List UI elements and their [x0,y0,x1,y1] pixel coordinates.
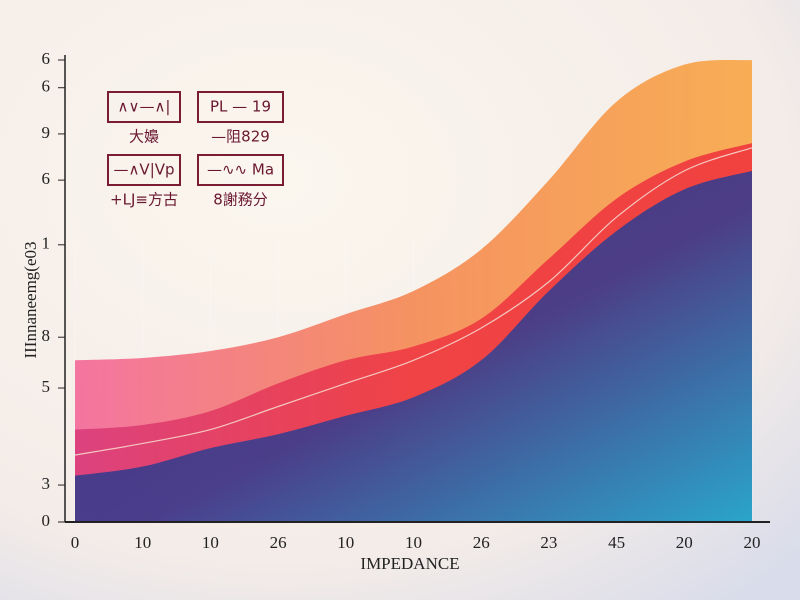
legend-box-text: —∿∿ Ma [207,161,274,179]
x-tick-label: 20 [744,533,761,552]
x-tick-label: 0 [71,533,80,552]
series-line [74,147,753,456]
legend-box [197,91,284,123]
y-tick-label: 1 [42,234,51,253]
legend-caption: 大嬝 [129,128,159,146]
x-tick-label: 26 [270,533,287,552]
legend-box [197,154,284,186]
y-tick-label: 0 [42,511,51,530]
x-tick-label: 45 [608,533,625,552]
y-tick-label: 9 [42,123,51,142]
legend-caption: +LJ≡方古 [110,191,178,209]
legend-box-text: —∧V|Vp [113,161,174,179]
x-tick-label: 10 [405,533,422,552]
y-axis-label: IIInnaneemg(e03 [21,241,40,358]
y-tick-label: 6 [42,49,51,68]
plot-area [74,59,753,522]
y-tick-label: 6 [42,169,51,188]
area [75,170,752,522]
legend-caption: 8謝務分 [213,191,268,209]
y-tick-label: 8 [42,326,51,345]
x-tick-label: 26 [473,533,490,552]
y-tick-label: 5 [42,377,51,396]
x-axis-label: IMPEDANCE [360,554,459,573]
y-tick-label: 6 [42,77,51,96]
legend-box-text: ∧∨—∧| [118,98,171,116]
x-tick-label: 10 [337,533,354,552]
x-tick-label: 10 [134,533,151,552]
legend-caption: —阻829 [211,128,270,146]
y-tick-label: 3 [42,474,51,493]
x-tick-label: 20 [676,533,693,552]
x-tick-label: 23 [540,533,557,552]
legend-box [107,91,181,123]
legend-box-text: PL — 19 [210,98,271,116]
x-tick-label: 10 [202,533,219,552]
legend-box [107,154,181,186]
